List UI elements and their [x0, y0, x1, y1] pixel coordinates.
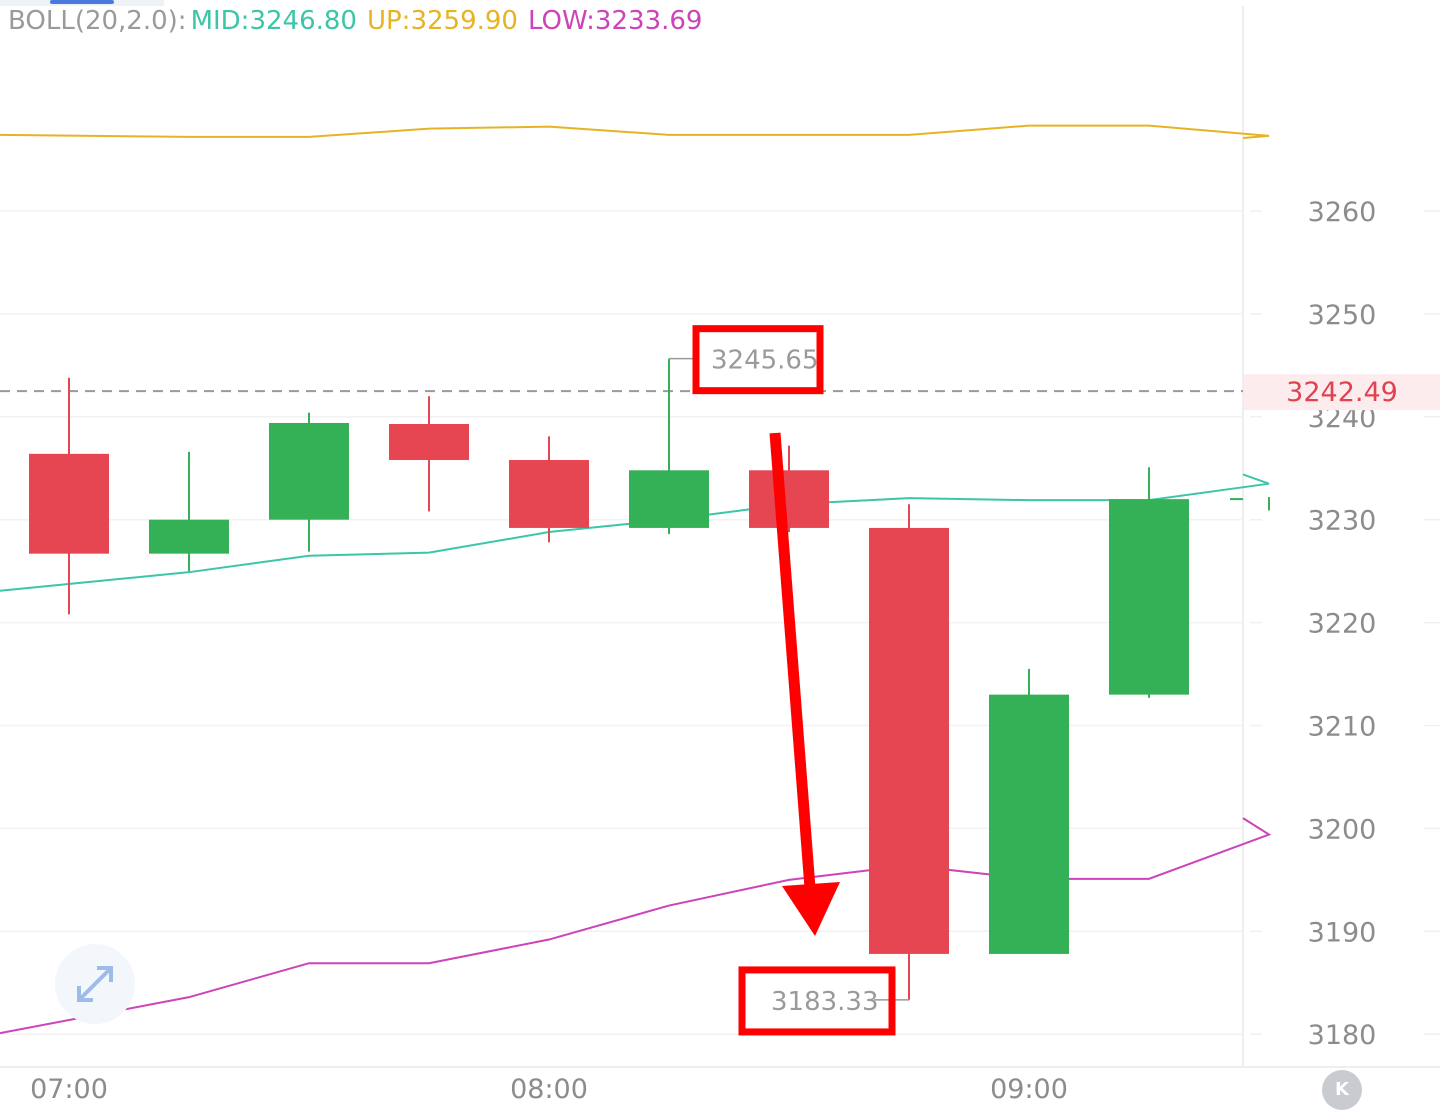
boll-legend-name: BOLL(20,2.0): — [8, 6, 187, 36]
boll-legend-mid: MID:3246.80 — [190, 6, 357, 36]
candle — [1230, 497, 1270, 511]
candle-body — [149, 519, 229, 554]
boll-mid-line — [0, 473, 1270, 592]
annotation-label: 3245.65 — [711, 346, 819, 376]
candle-body — [269, 422, 349, 520]
boll-low-line — [0, 817, 1272, 1035]
boll-legend: BOLL(20,2.0): MID:3246.80 UP:3259.90 LOW:32… — [8, 6, 712, 36]
top-tab-indicator — [50, 0, 114, 4]
candle — [509, 436, 589, 543]
arrow-head — [782, 882, 840, 936]
candle — [269, 412, 349, 552]
candle — [1109, 467, 1189, 698]
current-price-tag — [1244, 374, 1440, 411]
high-price-annotation: 3245.65 — [669, 325, 824, 395]
expand-chart-button[interactable] — [55, 944, 135, 1024]
y-tick-label: 3190 — [1308, 917, 1377, 948]
candle-body — [1230, 498, 1243, 501]
candle — [389, 396, 469, 512]
annotation-box — [692, 325, 824, 395]
current-price-label: 3242.49 — [1286, 377, 1398, 408]
y-tick-label: 3180 — [1308, 1020, 1377, 1051]
candle — [749, 445, 829, 533]
candle — [989, 668, 1069, 954]
boll-up-line — [0, 124, 1270, 139]
y-tick-label: 3250 — [1308, 300, 1377, 331]
candle — [869, 504, 949, 1000]
candle-body — [29, 453, 109, 554]
boll-legend-low: LOW:3233.69 — [527, 6, 703, 36]
annotation-box — [738, 966, 896, 1036]
y-tick-label: 3200 — [1308, 814, 1377, 845]
candle-body — [509, 460, 589, 528]
x-tick-label: 07:00 — [30, 1074, 108, 1105]
candle-body — [1109, 499, 1189, 695]
y-tick-label: 3260 — [1308, 197, 1377, 228]
candle-body — [989, 694, 1069, 954]
low-price-annotation: 3183.33 — [738, 966, 909, 1036]
candle-body — [389, 424, 469, 461]
candle — [149, 451, 229, 572]
y-tick-label: 3230 — [1308, 506, 1377, 537]
x-tick-label: 08:00 — [510, 1074, 588, 1105]
boll-legend-up: UP:3259.90 — [366, 6, 518, 36]
candle-body — [869, 527, 949, 954]
annotation-label: 3183.33 — [771, 987, 879, 1017]
y-tick-label: 3210 — [1308, 712, 1377, 743]
y-tick-label: 3220 — [1308, 609, 1377, 640]
k-line-toggle-button[interactable]: K — [1322, 1070, 1362, 1110]
candle-body — [629, 470, 709, 528]
expand-arrows-icon — [77, 966, 113, 1002]
candle-body — [749, 470, 829, 528]
x-tick-label: 09:00 — [990, 1074, 1068, 1105]
candle — [629, 358, 709, 535]
candle — [29, 377, 109, 615]
arrow-shaft — [769, 432, 816, 889]
drop-arrow-icon — [769, 432, 840, 936]
